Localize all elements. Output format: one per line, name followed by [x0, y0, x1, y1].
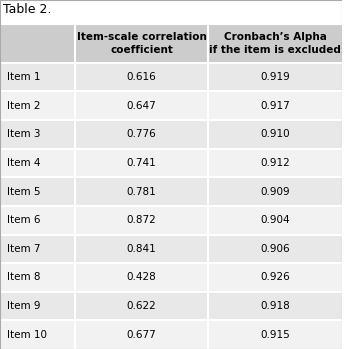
- Text: 0.915: 0.915: [260, 330, 290, 340]
- Text: 0.622: 0.622: [127, 301, 156, 311]
- Bar: [0, 91, 342, 120]
- Text: Item 3: Item 3: [7, 129, 40, 139]
- Text: 0.841: 0.841: [127, 244, 156, 254]
- Bar: [0, 177, 342, 206]
- Text: Item 8: Item 8: [7, 273, 40, 282]
- Text: 0.428: 0.428: [127, 273, 156, 282]
- Text: Item 5: Item 5: [7, 187, 40, 196]
- Text: 0.616: 0.616: [127, 72, 156, 82]
- Bar: [0, 24, 342, 63]
- Text: 0.647: 0.647: [127, 101, 156, 111]
- Text: 0.904: 0.904: [260, 215, 290, 225]
- Text: 0.926: 0.926: [260, 273, 290, 282]
- Bar: [0, 206, 342, 235]
- Bar: [0, 149, 342, 177]
- Text: 0.906: 0.906: [260, 244, 290, 254]
- Text: Item 10: Item 10: [7, 330, 47, 340]
- Text: 0.912: 0.912: [260, 158, 290, 168]
- Text: 0.909: 0.909: [260, 187, 290, 196]
- Text: Item-scale correlation
coefficient: Item-scale correlation coefficient: [77, 32, 207, 55]
- Text: Item 2: Item 2: [7, 101, 40, 111]
- Text: 0.872: 0.872: [127, 215, 156, 225]
- Bar: [0, 263, 342, 292]
- Text: Item 4: Item 4: [7, 158, 40, 168]
- Bar: [0, 320, 342, 349]
- Text: Item 9: Item 9: [7, 301, 40, 311]
- Text: Table 2.: Table 2.: [4, 3, 52, 16]
- Text: 0.741: 0.741: [127, 158, 156, 168]
- Bar: [0, 292, 342, 320]
- Text: 0.919: 0.919: [260, 72, 290, 82]
- Bar: [0, 63, 342, 91]
- Text: Cronbach’s Alpha
if the item is excluded: Cronbach’s Alpha if the item is excluded: [209, 32, 341, 55]
- Text: 0.781: 0.781: [127, 187, 156, 196]
- Text: Item 7: Item 7: [7, 244, 40, 254]
- Text: 0.910: 0.910: [260, 129, 290, 139]
- Text: 0.776: 0.776: [127, 129, 156, 139]
- Bar: [0, 235, 342, 263]
- Text: 0.917: 0.917: [260, 101, 290, 111]
- Text: 0.918: 0.918: [260, 301, 290, 311]
- Text: 0.677: 0.677: [127, 330, 156, 340]
- Text: Item 6: Item 6: [7, 215, 40, 225]
- Text: Item 1: Item 1: [7, 72, 40, 82]
- Bar: [0, 120, 342, 149]
